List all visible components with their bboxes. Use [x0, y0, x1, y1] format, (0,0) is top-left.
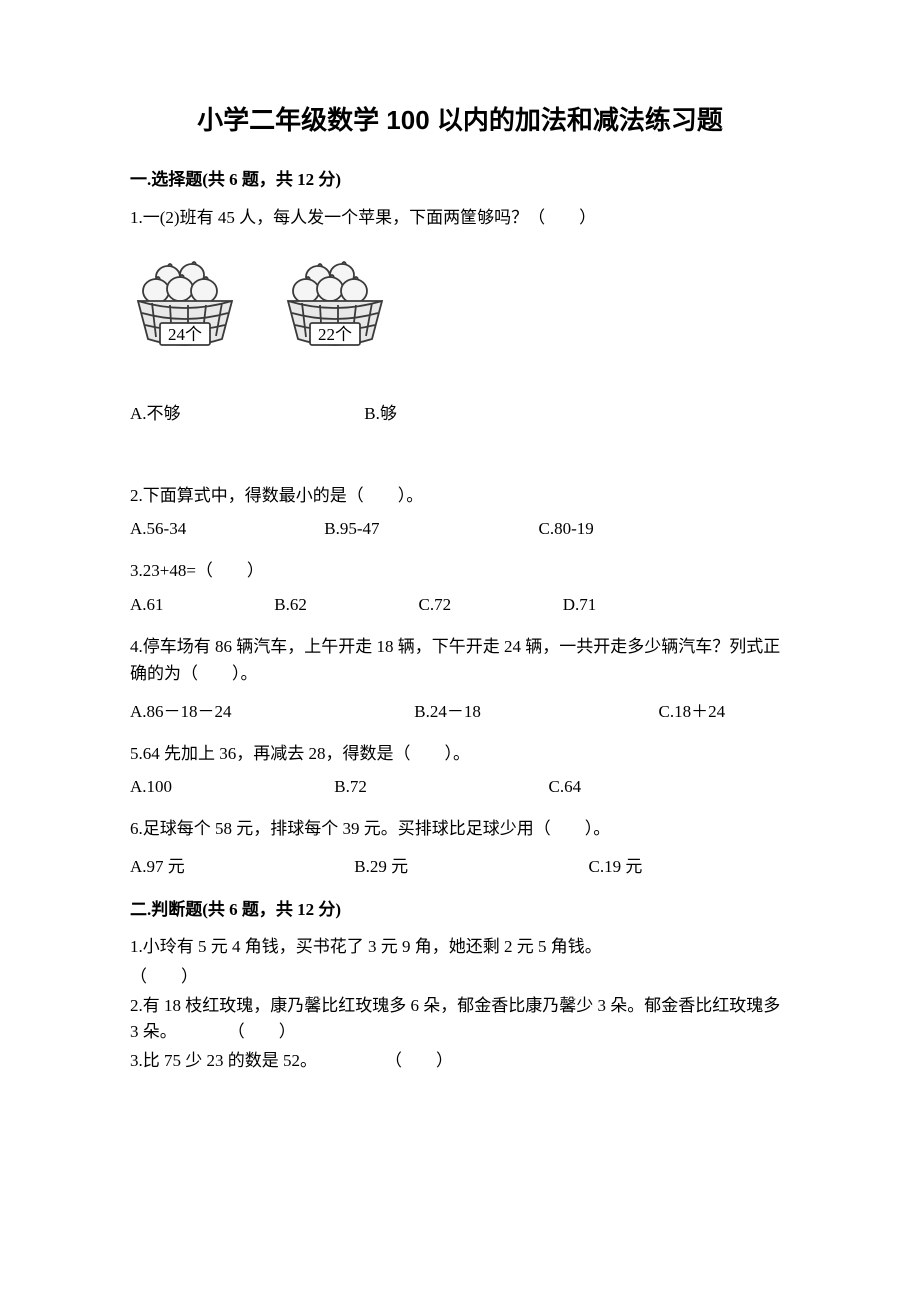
q3-text: 3.23+48=（ ）: [130, 557, 790, 584]
s2-q3: 3.比 75 少 23 的数是 52。 （ ）: [130, 1048, 790, 1074]
q5-opt-c: C.64: [549, 777, 582, 797]
q1-text: 1.一(2)班有 45 人，每人发一个苹果，下面两筐够吗？（ ）: [130, 204, 790, 231]
q4-text: 4.停车场有 86 辆汽车，上午开走 18 辆，下午开走 24 辆，一共开走多少…: [130, 633, 790, 687]
q3-opt-a: A.61: [130, 595, 270, 615]
q1-options: A.不够 B.够: [130, 399, 790, 424]
q2-opt-a: A.56-34: [130, 519, 320, 539]
q2-opt-c: C.80-19: [539, 519, 594, 539]
q3-opt-c: C.72: [419, 595, 559, 615]
q2-options: A.56-34 B.95-47 C.80-19: [130, 519, 790, 539]
basket1-label: 24个: [168, 325, 202, 344]
s2-q1-blank: （ ）: [130, 964, 790, 990]
q4-opt-b: B.24－18: [414, 697, 654, 722]
q3-opt-b: B.62: [274, 595, 414, 615]
q2-opt-b: B.95-47: [324, 519, 534, 539]
q3-options: A.61 B.62 C.72 D.71: [130, 595, 790, 615]
q5-text: 5.64 先加上 36，再减去 28，得数是（ ）。: [130, 740, 790, 767]
q6-opt-a: A.97 元: [130, 852, 350, 877]
q6-options: A.97 元 B.29 元 C.19 元: [130, 852, 790, 877]
q5-opt-a: A.100: [130, 777, 330, 797]
section2-header: 二.判断题(共 6 题，共 12 分): [130, 895, 790, 920]
q2-text: 2.下面算式中，得数最小的是（ ）。: [130, 482, 790, 509]
section1-header: 一.选择题(共 6 题，共 12 分): [130, 165, 790, 190]
q5-opt-b: B.72: [334, 777, 544, 797]
basket-icon: 22个: [280, 259, 390, 359]
q5-options: A.100 B.72 C.64: [130, 777, 790, 797]
q6-opt-c: C.19 元: [589, 852, 643, 877]
q3-opt-d: D.71: [563, 595, 597, 615]
q4-opt-a: A.86－18－24: [130, 697, 410, 722]
s2-q2: 2.有 18 枝红玫瑰，康乃馨比红玫瑰多 6 朵，郁金香比康乃馨少 3 朵。郁金…: [130, 993, 790, 1044]
s2-q1: 1.小玲有 5 元 4 角钱，买书花了 3 元 9 角，她还剩 2 元 5 角钱…: [130, 934, 790, 960]
worksheet-page: 小学二年级数学 100 以内的加法和减法练习题 一.选择题(共 6 题，共 12…: [0, 0, 920, 1302]
basket-icon: 24个: [130, 259, 240, 359]
q1-opt-a: A.不够: [130, 399, 360, 424]
q4-opt-c: C.18＋24: [659, 697, 726, 722]
q6-opt-b: B.29 元: [354, 852, 584, 877]
page-title: 小学二年级数学 100 以内的加法和减法练习题: [130, 100, 790, 137]
q1-baskets: 24个: [130, 259, 790, 359]
basket2-label: 22个: [318, 325, 352, 344]
q4-options: A.86－18－24 B.24－18 C.18＋24: [130, 697, 790, 722]
q6-text: 6.足球每个 58 元，排球每个 39 元。买排球比足球少用（ ）。: [130, 815, 790, 842]
q1-opt-b: B.够: [364, 399, 397, 424]
